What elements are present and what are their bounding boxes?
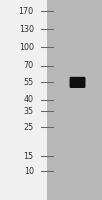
Text: 10: 10 xyxy=(24,167,34,176)
Text: 70: 70 xyxy=(24,61,34,70)
Text: 55: 55 xyxy=(23,78,34,87)
Text: 130: 130 xyxy=(19,24,34,33)
Text: 25: 25 xyxy=(23,123,34,132)
Text: 40: 40 xyxy=(24,95,34,104)
Bar xyxy=(0,0,47,200)
Text: 100: 100 xyxy=(19,43,34,51)
Text: 15: 15 xyxy=(24,152,34,161)
Text: 170: 170 xyxy=(19,6,34,16)
FancyBboxPatch shape xyxy=(70,77,85,88)
Text: 35: 35 xyxy=(24,106,34,116)
